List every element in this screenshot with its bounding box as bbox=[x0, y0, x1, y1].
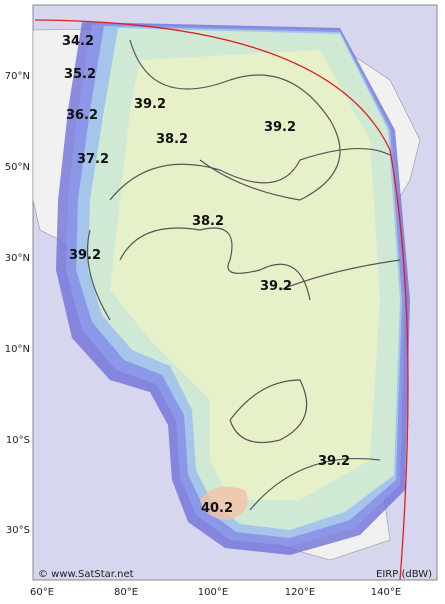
contour-label: 39.2 bbox=[69, 248, 101, 263]
contour-label: 39.2 bbox=[318, 454, 350, 469]
copyright: © www.SatStar.net bbox=[38, 569, 134, 580]
contour-label: 34.2 bbox=[62, 34, 94, 49]
contour-label: 40.2 bbox=[201, 501, 233, 516]
contour-label: 38.2 bbox=[156, 132, 188, 147]
contour-label: 39.2 bbox=[264, 120, 296, 135]
lon-label: 60°E bbox=[30, 587, 54, 598]
lon-label: 140°E bbox=[371, 587, 401, 598]
contour-label: 36.2 bbox=[66, 108, 98, 123]
lat-label: 30°S bbox=[6, 525, 30, 536]
contour-label: 39.2 bbox=[134, 97, 166, 112]
contour-label: 39.2 bbox=[260, 279, 292, 294]
lat-label: 10°N bbox=[5, 344, 30, 355]
legend: EIRP (dBW) bbox=[376, 569, 432, 580]
lon-label: 120°E bbox=[285, 587, 315, 598]
contour-label: 35.2 bbox=[64, 67, 96, 82]
contour-label: 38.2 bbox=[192, 214, 224, 229]
lat-label: 10°S bbox=[6, 435, 30, 446]
contour-lines bbox=[87, 39, 401, 511]
lat-label: 50°N bbox=[5, 162, 30, 173]
lon-label: 100°E bbox=[198, 587, 228, 598]
contour-label: 37.2 bbox=[77, 152, 109, 167]
lat-label: 30°N bbox=[5, 253, 30, 264]
earth-limb bbox=[34, 19, 409, 581]
lon-label: 80°E bbox=[114, 587, 138, 598]
lat-label: 70°N bbox=[5, 71, 30, 82]
